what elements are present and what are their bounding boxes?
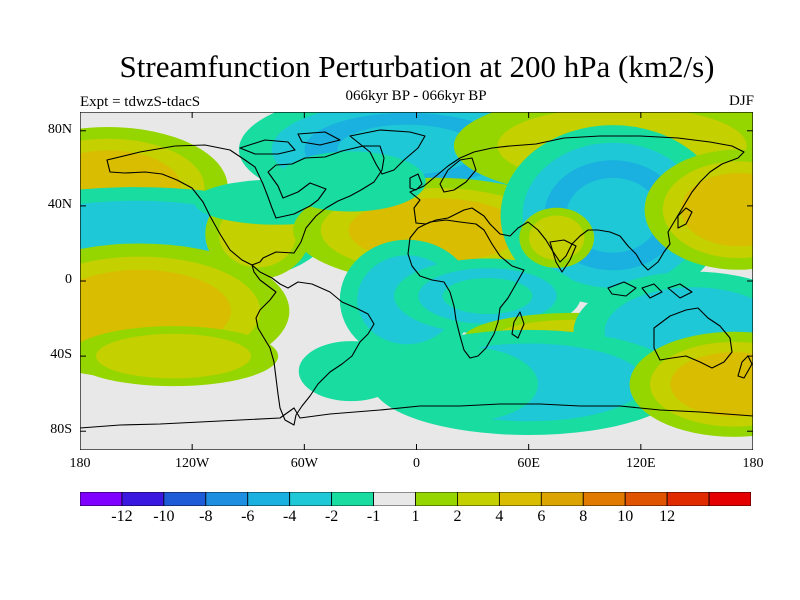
anomaly-contour-2-3 <box>80 282 202 340</box>
experiment-label: Expt = tdwzS-tdacS <box>80 94 201 110</box>
colorbar-box <box>457 492 500 506</box>
season-label: DJF <box>728 93 754 109</box>
lon-label: 120E <box>626 456 656 471</box>
colorbar <box>80 492 751 506</box>
colorbar-label: 1 <box>411 508 420 525</box>
coastline-africa <box>407 219 525 359</box>
coastline-scandinavia <box>439 157 477 193</box>
anomaly-contour-14-2 <box>442 277 533 315</box>
coastline-britain <box>409 173 423 191</box>
colorbar-label: -10 <box>153 508 175 525</box>
colorbar-box <box>247 492 291 506</box>
coastlines <box>80 129 753 429</box>
streamfunction-map <box>80 112 753 450</box>
colorbar-box <box>289 492 333 506</box>
colorbar-label: 12 <box>659 508 676 525</box>
colorbar-label: 6 <box>537 508 546 525</box>
anomaly-contour-12-2 <box>538 223 575 253</box>
anomaly-contour-11-3 <box>699 184 753 235</box>
coastline-new-zealand <box>737 355 753 379</box>
colorbar-label: -1 <box>366 508 381 525</box>
lon-label: 120W <box>175 456 210 471</box>
colorbar-box <box>205 492 249 506</box>
lon-label: 60W <box>290 456 318 471</box>
colorbar-box <box>163 492 207 506</box>
coastline-australia <box>653 307 733 369</box>
colorbar-box <box>540 492 584 506</box>
lon-label: 180 <box>742 456 764 471</box>
lon-label: 60E <box>517 456 540 471</box>
lat-label: 40N <box>47 196 72 212</box>
lat-label: 0 <box>65 272 72 287</box>
period-label: 066kyr BP - 066kyr BP <box>345 88 487 104</box>
colorbar-box <box>582 492 626 506</box>
coastline-indonesia <box>607 281 693 299</box>
anomaly-contour-20-1 <box>417 361 509 408</box>
coastline-antarctica <box>80 403 753 429</box>
lat-label: 40S <box>50 347 72 363</box>
colorbar-label: -2 <box>324 508 339 525</box>
colorbar-label: 4 <box>495 508 504 525</box>
lat-label: 80S <box>50 422 72 438</box>
coastline-india <box>549 239 577 273</box>
colorbar-box <box>331 492 374 506</box>
coastline-japan <box>677 207 693 229</box>
anomaly-contour-3-2 <box>123 341 224 371</box>
colorbar-label: -8 <box>199 508 213 525</box>
coastline-eurasia <box>409 135 745 271</box>
colorbar-box <box>624 492 668 506</box>
anomaly-fields <box>80 112 753 437</box>
colorbar-label: -6 <box>241 508 255 525</box>
colorbar-label: -4 <box>283 508 297 525</box>
colorbar-label: -12 <box>111 508 133 525</box>
colorbar-label: 10 <box>617 508 634 525</box>
colorbar-label: 8 <box>579 508 588 525</box>
colorbar-box <box>415 492 458 506</box>
colorbar-box <box>666 492 710 506</box>
colorbar-box <box>121 492 165 506</box>
coastline-south-america <box>251 264 375 426</box>
plot-title: Streamfunction Perturbation at 200 hPa (… <box>119 49 715 84</box>
coastline-madagascar <box>511 311 525 339</box>
colorbar-label: 2 <box>453 508 462 525</box>
lon-label: 180 <box>69 456 91 471</box>
colorbar-box <box>708 492 751 506</box>
colorbar-box <box>373 492 416 506</box>
axis-ticks <box>80 112 753 450</box>
coastline-north-america <box>106 144 385 266</box>
anomaly-contour-4-1 <box>319 352 383 390</box>
coastline-greenland <box>349 129 426 175</box>
anomaly-contour-19-1 <box>305 163 397 200</box>
coastline-arctic-islands <box>239 131 341 155</box>
colorbar-box <box>80 492 123 506</box>
anomaly-contour-18-3 <box>690 362 753 407</box>
lon-label: 0 <box>413 456 420 471</box>
lat-label: 80N <box>47 121 72 137</box>
colorbar-box <box>498 492 542 506</box>
